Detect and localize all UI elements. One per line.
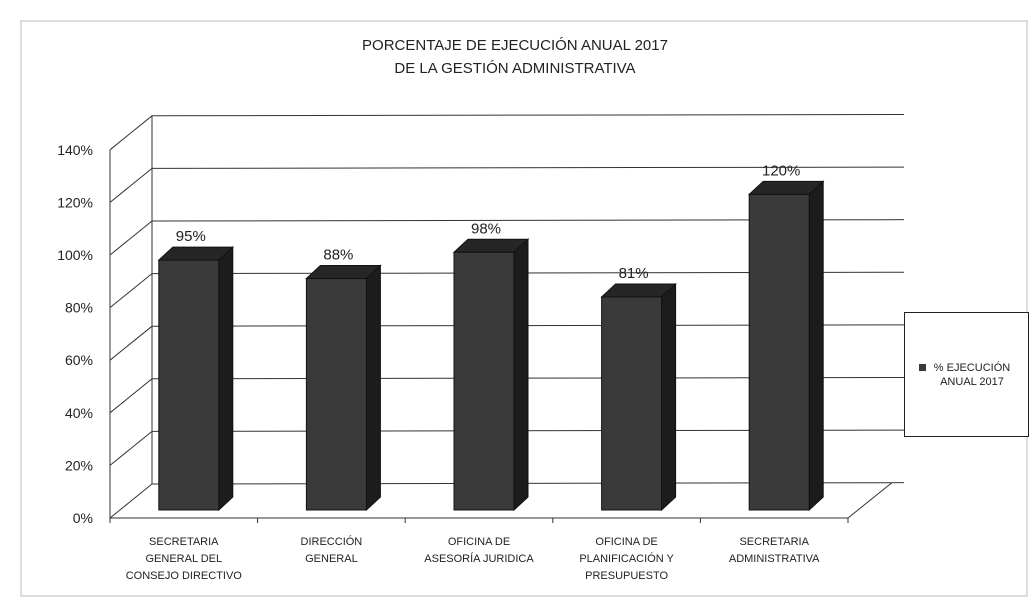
gridline-wall xyxy=(109,273,153,308)
data-label: 88% xyxy=(323,247,353,264)
bar xyxy=(305,264,382,512)
gridline-wall xyxy=(109,483,153,519)
bar-front xyxy=(748,193,810,511)
floor-edge xyxy=(847,482,893,519)
title-line: DE LA GESTIÓN ADMINISTRATIVA xyxy=(394,60,635,77)
bar xyxy=(157,246,235,512)
bar-front xyxy=(305,278,367,511)
category-label: GENERAL xyxy=(305,553,358,565)
data-labels: 95% 88% 98% 81% 120% xyxy=(176,162,801,282)
bar-side xyxy=(365,264,381,512)
bars xyxy=(157,180,825,512)
y-tick-label: 0% xyxy=(73,510,93,526)
axes xyxy=(109,115,893,523)
y-tick-label: 100% xyxy=(57,247,93,263)
gridline xyxy=(151,166,905,169)
category-label: ASESORÍA JURIDICA xyxy=(424,552,534,565)
data-label: 95% xyxy=(176,228,206,245)
chart-title: PORCENTAJE DE EJECUCIÓN ANUAL 2017 DE LA … xyxy=(362,37,668,77)
bar-front xyxy=(158,259,220,511)
bar-front xyxy=(453,251,515,511)
bar-side xyxy=(218,246,234,512)
data-label: 81% xyxy=(619,265,649,282)
data-label: 120% xyxy=(762,162,800,179)
category-label: ADMINISTRATIVA xyxy=(729,553,820,565)
category-label: CONSEJO DIRECTIVO xyxy=(126,570,243,582)
bar-front xyxy=(601,296,663,511)
category-label: SECRETARIA xyxy=(739,536,809,548)
gridline xyxy=(151,113,905,117)
gridline-wall xyxy=(109,378,153,414)
legend-swatch xyxy=(919,363,926,371)
category-label: PLANIFICACIÓN Y xyxy=(579,552,674,565)
y-tick-label: 80% xyxy=(65,300,93,316)
category-label: GENERAL DEL xyxy=(145,553,222,565)
legend-label: % EJECUCIÓN ANUAL 2017 xyxy=(933,361,1011,388)
title-line: PORCENTAJE DE EJECUCIÓN ANUAL 2017 xyxy=(362,37,668,54)
gridline-wall xyxy=(109,431,153,466)
y-tick-label: 120% xyxy=(57,194,93,210)
category-label: OFICINA DE xyxy=(448,536,510,548)
bar xyxy=(452,238,530,512)
category-label: SECRETARIA xyxy=(149,536,219,548)
category-label: PRESUPUESTO xyxy=(585,570,668,582)
y-tick-label: 140% xyxy=(57,142,93,158)
category-label: DIRECCIÓN xyxy=(301,535,363,548)
y-tick-label: 20% xyxy=(65,457,93,473)
gridline-wall xyxy=(109,220,153,256)
gridline-wall xyxy=(109,115,153,151)
bar xyxy=(747,180,825,512)
gridline-wall xyxy=(109,168,153,203)
bar-side xyxy=(661,282,677,512)
bar-side xyxy=(513,238,529,512)
category-label: OFICINA DE xyxy=(595,536,657,548)
y-tick-label: 40% xyxy=(65,405,93,421)
category-labels: SECRETARIA GENERAL DEL CONSEJO DIRECTIVO DI… xyxy=(126,535,820,582)
bar-side xyxy=(808,180,824,512)
legend: % EJECUCIÓN ANUAL 2017 xyxy=(904,312,1029,437)
y-tick-label: 60% xyxy=(65,352,93,368)
data-label: 98% xyxy=(471,220,501,237)
gridline-wall xyxy=(109,325,153,361)
bar xyxy=(600,282,677,512)
